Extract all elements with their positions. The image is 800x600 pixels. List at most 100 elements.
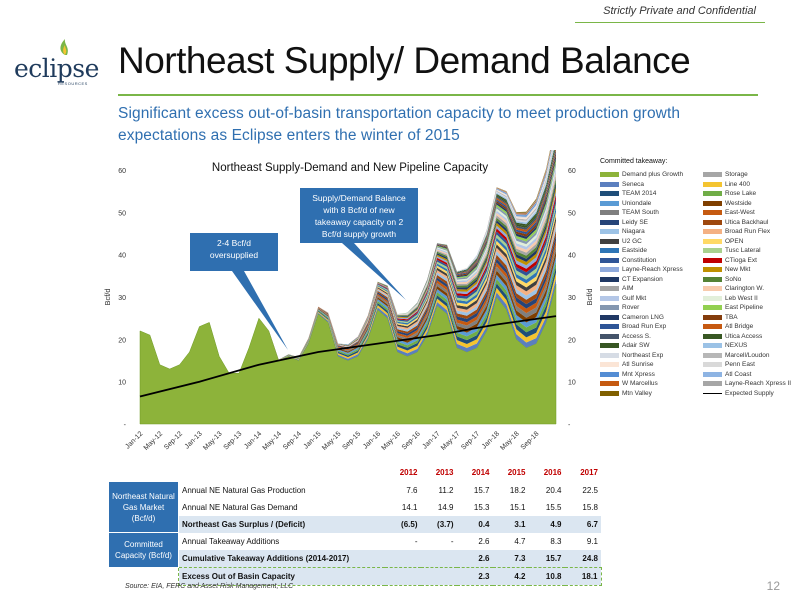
y-tick-label-right: 50: [568, 210, 576, 217]
table-cell: 2.3: [456, 566, 493, 586]
legend-swatch: [600, 295, 619, 301]
row-label: Cumulative Takeaway Additions (2014-2017…: [178, 549, 385, 567]
legend-label: Mnt Xpress: [622, 370, 655, 378]
x-tick-label: May-12: [143, 430, 165, 452]
legend-label: Access S.: [622, 332, 651, 340]
y-tick-label-right: 60: [568, 168, 576, 175]
table-cell: 10.8: [528, 566, 565, 586]
legend-swatch: [703, 362, 722, 367]
x-tick-label: Sep-14: [282, 430, 303, 451]
excess-capacity-row: Excess Out of Basin Capacity 2.3 4.2 10.…: [108, 566, 602, 586]
confidentiality-rule: [575, 22, 765, 23]
legend-label: CT Expansion: [622, 275, 663, 283]
supply-demand-chart: - - 10 10 20 20 30 30 40 40 50 50 60 60 Bcf/d Bcf/d Jan-…: [103, 150, 594, 452]
table-cell: [384, 549, 421, 567]
legend-title: Committed takeaway:: [600, 158, 668, 165]
table-cell: [384, 566, 421, 586]
legend-swatch: [600, 172, 619, 177]
legend-swatch: [600, 181, 619, 187]
year-header: 2013: [435, 468, 454, 478]
legend-label: Expected Supply: [725, 389, 774, 397]
legend-label: New Mkt: [725, 266, 751, 273]
supply-demand-table: 2012 2013 2014 2015 2016 2017 Northeast …: [108, 464, 602, 586]
legend-label: Leb West II: [725, 294, 758, 302]
table-cell: (6.5): [384, 515, 421, 533]
table-cell: 15.7: [473, 485, 490, 495]
legend-swatch: [600, 314, 619, 320]
callout-balance-shape: [300, 188, 418, 300]
legend-label: W Marcellus: [622, 380, 658, 387]
legend-label: Adair SW: [622, 342, 650, 349]
legend-swatch: [703, 200, 722, 206]
legend-label: Utica Access: [725, 332, 763, 340]
table-cell: 0.4: [456, 515, 493, 533]
callout-oversupplied-shape: [190, 233, 288, 350]
table-cell: 7.6: [406, 485, 418, 495]
chart-callouts: 2-4 Bcf/d oversupplied Supply/Demand Balan…: [190, 188, 418, 350]
legend-label: Marcell/Loudon: [725, 351, 770, 359]
legend-swatch: [703, 295, 722, 301]
eclipse-logo: eclipse RESOURCES: [14, 39, 104, 88]
legend-label: Broad Run Flex: [725, 228, 771, 235]
year-header: 2015: [507, 468, 526, 478]
legend-swatch: [703, 392, 722, 394]
legend-label: Broad Run Exp: [622, 323, 667, 330]
row-label: Annual NE Natural Gas Demand: [182, 502, 298, 512]
legend-swatch: [600, 248, 619, 253]
legend-label: SoNo: [725, 275, 742, 283]
legend-label: Atl Coast: [725, 370, 752, 378]
logo-wordmark: eclipse: [14, 54, 99, 83]
table-cell: 9.1: [586, 536, 598, 546]
confidentiality-label: Strictly Private and Confidential: [603, 5, 756, 17]
legend-label: Clarington W.: [725, 285, 765, 292]
x-tick-label: Jan-15: [303, 430, 323, 450]
legend-swatch: [600, 286, 619, 291]
legend-swatch: [600, 333, 619, 339]
callout-balance-text: with 8 Bcf/d of new: [322, 205, 395, 215]
legend-swatch: [703, 210, 722, 215]
legend-label: Niagara: [622, 228, 645, 235]
legend-label: Penn East: [725, 361, 755, 368]
legend-label: Westside: [725, 199, 752, 207]
logo-subtext: RESOURCES: [58, 81, 88, 86]
table-cell: 22.5: [582, 485, 598, 495]
y-tick-label-left: 60: [118, 168, 126, 175]
table-header-row: 2012 2013 2014 2015 2016 2017: [109, 464, 602, 482]
table-cell: 3.1: [492, 515, 529, 533]
callout-oversupplied-text: oversupplied: [210, 250, 258, 260]
x-tick-label: Sep-16: [401, 430, 422, 451]
y-axis-label-left: Bcf/d: [103, 288, 112, 305]
y-tick-label-left: -: [124, 422, 127, 429]
x-tick-label: Jan-13: [184, 430, 204, 450]
table-cell: [420, 549, 457, 567]
legend-label: CTioga Ext: [725, 256, 757, 264]
legend-swatch: [600, 257, 619, 263]
legend-label: Layne-Reach Xpress II: [725, 380, 792, 387]
callout-oversupplied-text: 2-4 Bcf/d: [217, 238, 251, 248]
table-cell: 15.5: [545, 502, 562, 512]
callout-balance-text: takeaway capacity on 2: [315, 217, 404, 227]
legend-label: U2 GC: [622, 237, 642, 245]
table-cell: 24.8: [564, 549, 601, 567]
year-header: 2017: [580, 468, 598, 478]
table-row: Northeast Natural Gas Market (Bcf/d) Ann…: [108, 481, 602, 533]
title-rule: [118, 94, 758, 96]
legend-swatch: [600, 305, 619, 310]
legend-label: Layne-Reach Xpress: [622, 266, 683, 273]
legend-swatch: [703, 381, 722, 386]
y-tick-label-right: -: [568, 422, 571, 429]
x-tick-label: Jan-14: [243, 430, 263, 450]
legend-label: Demand plus Growth: [622, 171, 684, 178]
table-cell: 11.2: [438, 485, 454, 495]
y-tick-label-right: 40: [568, 253, 576, 260]
source-note: Source: EIA, FERC and Asset Risk Managem…: [125, 583, 294, 590]
legend-swatch: [600, 210, 619, 215]
year-header: 2012: [399, 468, 418, 478]
x-tick-label: Jan-18: [481, 430, 501, 450]
x-tick-label: May-17: [440, 430, 462, 452]
row-label: Excess Out of Basin Capacity: [178, 566, 385, 586]
x-tick-label: Sep-18: [520, 430, 541, 451]
callout-balance-text: Bcf/d supply growth: [322, 229, 396, 239]
x-tick-label: May-18: [499, 430, 521, 452]
y-tick-label-right: 30: [568, 295, 576, 302]
